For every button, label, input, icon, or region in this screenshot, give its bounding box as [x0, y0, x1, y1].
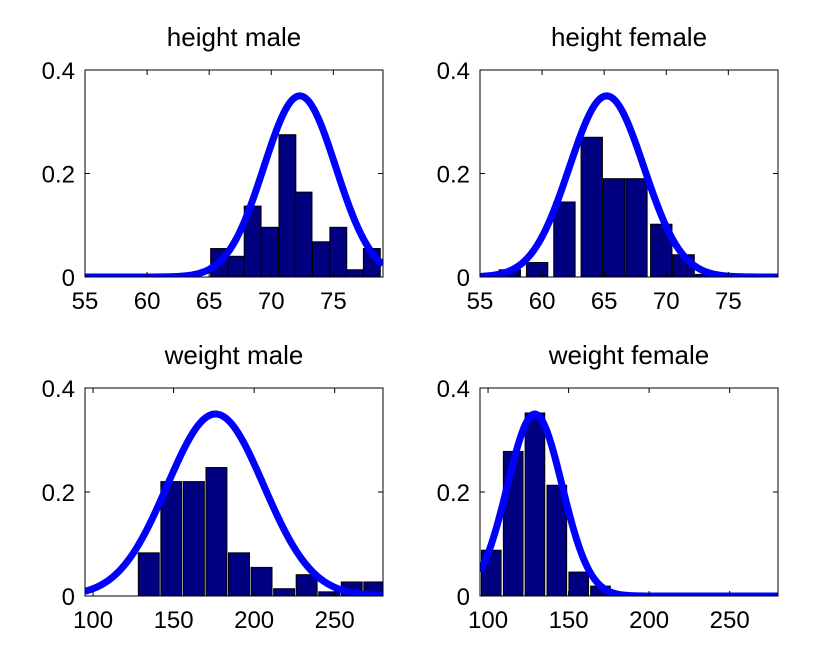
x-tick-label: 55 — [72, 288, 99, 315]
histogram-bar — [318, 591, 341, 596]
x-tick-label: 70 — [258, 288, 285, 315]
histogram-bar — [205, 467, 228, 596]
histogram-bar — [524, 412, 546, 596]
x-tick-label: 70 — [653, 288, 680, 315]
x-tick-label: 65 — [196, 288, 223, 315]
x-tick-label: 150 — [154, 607, 194, 634]
panel-title: height female — [551, 22, 707, 52]
panel-title: height male — [167, 22, 301, 52]
panel-height-female: height female 55 60 65 70 75 0 0.2 0.4 — [437, 22, 779, 315]
x-tick-label: 200 — [629, 607, 669, 634]
y-tick-label: 0 — [62, 584, 75, 611]
y-tick-label: 0.4 — [42, 376, 75, 403]
x-tick-label: 250 — [710, 607, 750, 634]
histogram-bar — [580, 136, 603, 277]
panel-title: weight male — [164, 340, 304, 370]
x-tick-label: 150 — [549, 607, 589, 634]
histogram-bar — [227, 255, 246, 277]
y-tick-label: 0.4 — [437, 376, 470, 403]
histogram-bar — [182, 481, 205, 596]
x-tick-label: 100 — [73, 607, 113, 634]
histogram-bar — [345, 269, 364, 277]
histogram-bar — [278, 134, 297, 277]
histogram-bar — [568, 571, 590, 596]
panel-title: weight female — [548, 340, 709, 370]
y-tick-label: 0.2 — [42, 162, 75, 189]
x-tick-label: 75 — [715, 288, 742, 315]
histogram-bar — [602, 178, 626, 277]
histogram-bar — [553, 201, 576, 277]
x-tick-label: 60 — [529, 288, 556, 315]
y-tick-label: 0.2 — [42, 480, 75, 507]
y-tick-label: 0.2 — [437, 162, 470, 189]
histogram-bar — [261, 226, 279, 277]
panel-weight-female: weight female 100 150 200 250 0 0.2 0.4 — [437, 340, 779, 634]
histogram-bar — [311, 241, 330, 277]
histogram-bar — [273, 588, 296, 596]
x-tick-label: 60 — [134, 288, 161, 315]
y-tick-label: 0 — [457, 584, 470, 611]
histogram-bar — [250, 566, 273, 596]
histogram-bar — [228, 552, 250, 596]
panel-height-male: height male 55 60 65 70 75 0 0.2 0.4 — [42, 22, 384, 315]
x-tick-label: 65 — [591, 288, 618, 315]
y-tick-label: 0 — [62, 265, 75, 292]
histogram-bar — [625, 178, 648, 277]
x-tick-label: 200 — [234, 607, 274, 634]
histogram-bar — [137, 552, 160, 596]
histogram-bar — [294, 191, 313, 277]
y-tick-label: 0 — [457, 265, 470, 292]
x-tick-label: 250 — [315, 607, 355, 634]
y-tick-label: 0.4 — [42, 58, 75, 85]
gaussian-fit-curve — [85, 410, 383, 596]
y-tick-label: 0.2 — [437, 480, 470, 507]
x-tick-label: 100 — [468, 607, 508, 634]
x-tick-label: 55 — [467, 288, 494, 315]
y-tick-label: 0.4 — [437, 58, 470, 85]
x-tick-label: 75 — [320, 288, 347, 315]
histogram-bar — [525, 262, 549, 277]
panel-weight-male: weight male 100 150 200 250 0 0.2 0.4 — [42, 340, 384, 634]
histogram-bar — [329, 226, 348, 277]
